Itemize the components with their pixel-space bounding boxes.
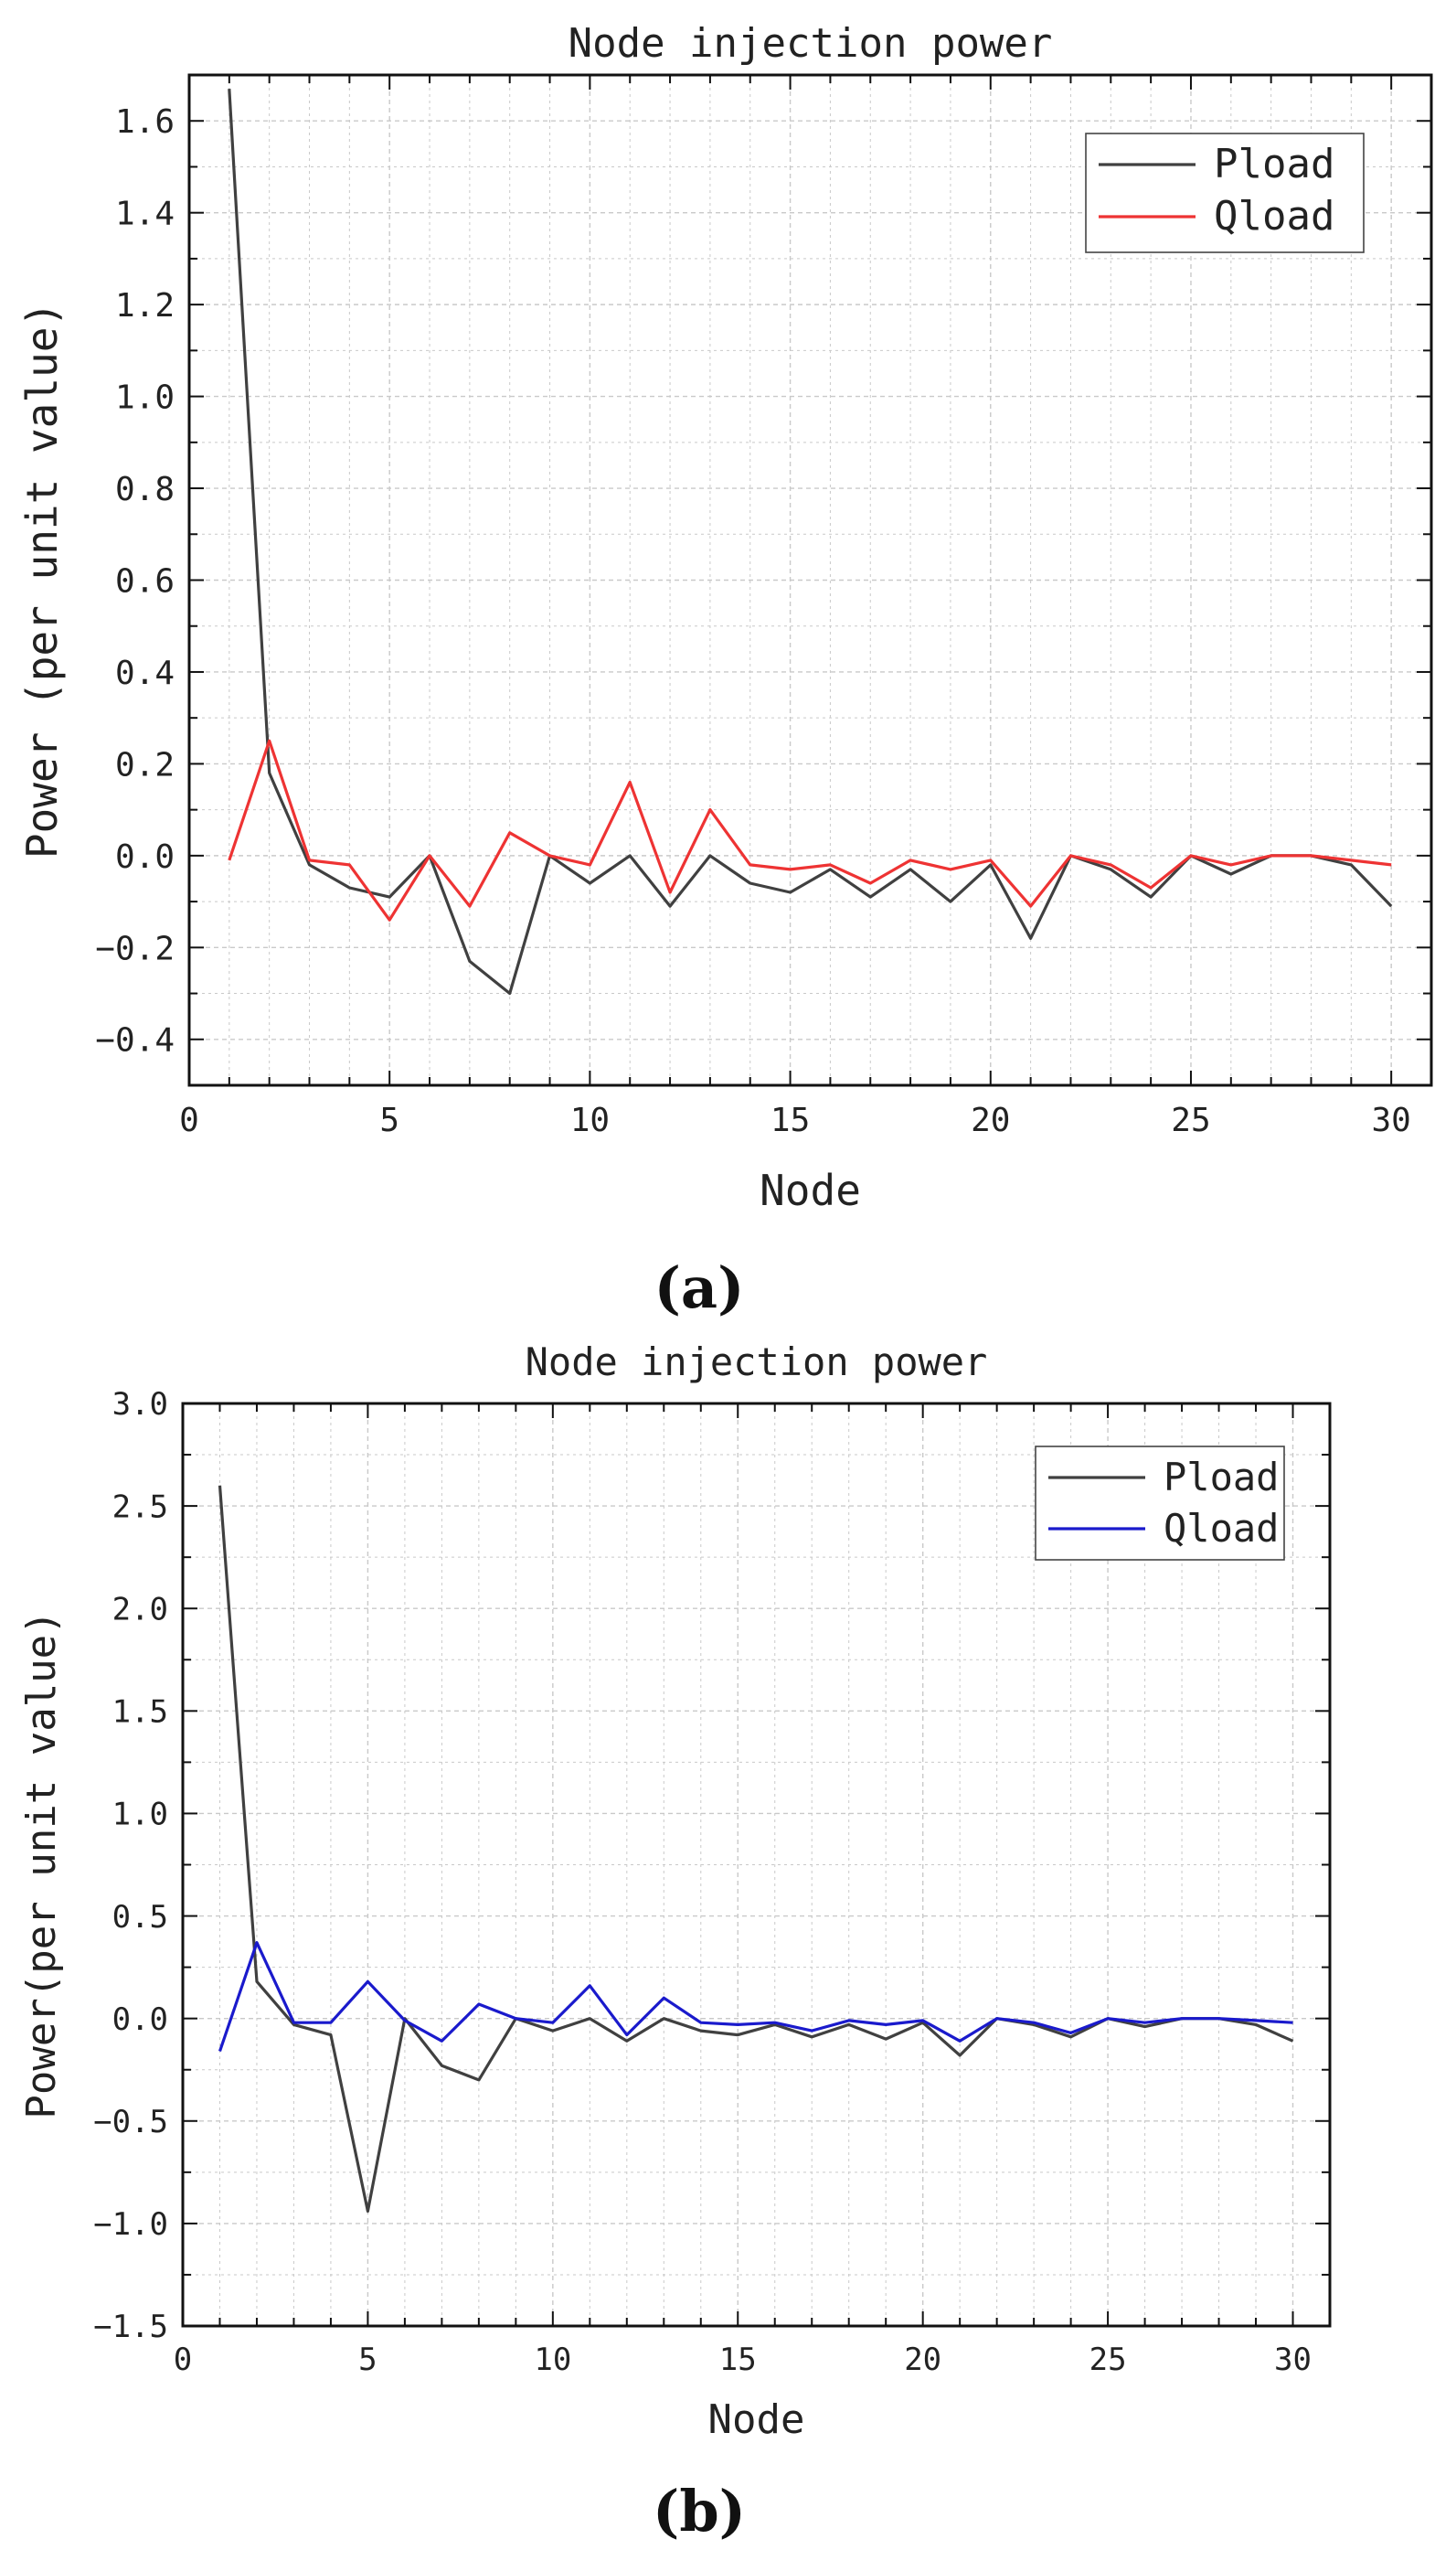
chart-b-legend: Pload Qload — [1035, 1446, 1285, 1561]
chart-b-y-tick-label: 1.0 — [112, 1797, 168, 1833]
chart-b-y-tick-label: 0.5 — [112, 1899, 168, 1936]
chart-b-legend-label-qload: Qload — [1164, 1506, 1279, 1551]
chart-a-series-qload — [228, 739, 1392, 922]
chart-b-x-tick-label: 0 — [174, 2342, 192, 2378]
chart-a-y-axis-label: Power (per unit value) — [17, 302, 67, 859]
chart-b-x-tick-label: 15 — [719, 2342, 757, 2378]
chart-a-y-tick-label: 1.2 — [115, 287, 175, 325]
chart-a-y-tick-label: 0.4 — [115, 655, 175, 692]
chart-b-y-tick-label: 0.0 — [112, 2001, 168, 2038]
chart-b-y-tick-label: −1.0 — [93, 2206, 168, 2243]
chart-b-panel-label: (b) — [653, 2478, 746, 2545]
chart-b-legend-label-pload: Pload — [1164, 1455, 1279, 1499]
chart-b-y-axis-label: Power(per unit value) — [18, 1610, 65, 2118]
chart-a-y-tick-label: 1.0 — [115, 379, 175, 417]
chart-a-legend-label-pload: Pload — [1214, 141, 1334, 187]
chart-b-x-tick-label: 25 — [1089, 2342, 1127, 2378]
chart-b-x-tick-label: 5 — [358, 2342, 377, 2378]
chart-b-y-tick-label: 1.5 — [112, 1694, 168, 1731]
chart-b-y-tick-label: −1.5 — [93, 2309, 168, 2345]
chart-a-x-tick-label: 25 — [1171, 1102, 1210, 1139]
chart-b-y-tick-label: 2.0 — [112, 1591, 168, 1627]
chart-b-y-tick-label: 2.5 — [112, 1488, 168, 1525]
chart-a-legend-label-qload: Qload — [1214, 193, 1334, 240]
chart-b-x-axis-label: Node — [708, 2396, 805, 2443]
chart-a-y-tick-label: 0.0 — [115, 838, 175, 876]
chart-a-x-tick-label: 10 — [570, 1102, 610, 1139]
chart-b-x-tick-label: 30 — [1274, 2342, 1312, 2378]
chart-a-legend-box — [1085, 133, 1365, 253]
chart-a-y-tick-label: 1.4 — [115, 196, 175, 233]
chart-b-legend-box — [1035, 1446, 1285, 1561]
chart-a-y-tick-label: 0.6 — [115, 562, 175, 600]
chart-a-y-tick-label: 0.8 — [115, 471, 175, 508]
chart-b-title: Node injection power — [526, 1339, 988, 1384]
chart-b-x-tick-label: 10 — [534, 2342, 571, 2378]
chart-b-series-pload — [218, 1485, 1294, 2213]
chart-a-x-tick-label: 5 — [379, 1102, 399, 1139]
chart-b-series-qload — [218, 1941, 1293, 2053]
chart-a-y-tick-label: 1.6 — [115, 103, 175, 141]
chart-a-x-tick-label: 30 — [1371, 1102, 1410, 1139]
chart-a-legend: Pload Qload — [1085, 133, 1365, 253]
chart-a-title: Node injection power — [569, 20, 1053, 67]
chart-a-x-axis-label: Node — [760, 1166, 861, 1215]
chart-b: 0 5 10 15 20 25 30 −1.5 −1.0 −0.5 0.0 0.5 1.0 1.5 2.0 2… — [18, 1339, 1332, 2545]
chart-a-y-tick-label: −0.4 — [95, 1022, 175, 1060]
chart-b-y-tick-label: 3.0 — [112, 1386, 168, 1423]
chart-b-x-tick-label: 20 — [904, 2342, 941, 2378]
chart-a-x-tick-label: 0 — [179, 1102, 199, 1139]
chart-a-series-pload — [228, 89, 1393, 996]
chart-a: 0 5 10 15 20 25 30 −0.4 −0.2 0.0 0.2 0.4 0.6 0.8 1.0 1.… — [17, 20, 1433, 1321]
chart-a-panel-label: (a) — [654, 1254, 745, 1321]
chart-a-y-tick-label: −0.2 — [95, 930, 175, 967]
chart-a-x-tick-label: 15 — [771, 1102, 810, 1139]
chart-a-y-tick-label: 0.2 — [115, 746, 175, 784]
chart-a-x-tick-label: 20 — [971, 1102, 1010, 1139]
chart-b-y-tick-label: −0.5 — [93, 2104, 168, 2140]
